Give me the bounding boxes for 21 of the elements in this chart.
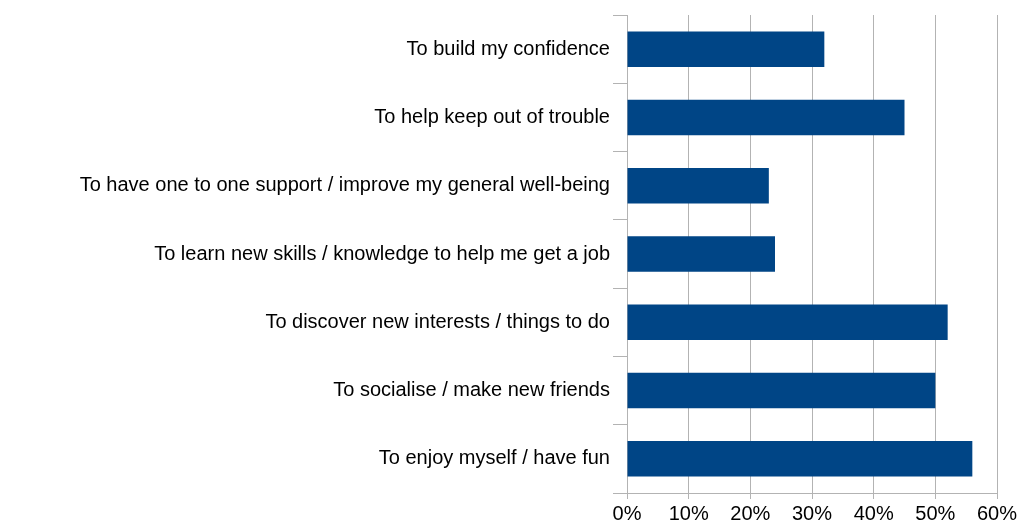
- x-tick-label: 20%: [730, 501, 771, 524]
- bar: [627, 441, 973, 477]
- x-tick-label: 60%: [976, 501, 1018, 524]
- bar: [627, 304, 948, 341]
- y-tick-label: To socialise / make new friends: [333, 378, 610, 401]
- y-tick-label: To discover new interests / things to do: [265, 309, 610, 332]
- bar: [627, 167, 769, 204]
- x-tick-label: 30%: [791, 501, 833, 524]
- x-tick-label: 50%: [915, 501, 956, 524]
- bar: [627, 99, 905, 136]
- y-tick-label: To build my confidence: [406, 36, 610, 59]
- bar: [627, 31, 825, 67]
- y-tick-label: To enjoy myself / have fun: [378, 446, 610, 469]
- x-tick-label: 10%: [668, 501, 709, 524]
- x-tick-label: 40%: [853, 501, 894, 524]
- y-tick-label: To help keep out of trouble: [374, 104, 610, 127]
- bar: [627, 372, 936, 409]
- x-tick-label: 0%: [612, 501, 642, 524]
- y-tick-label: To have one to one support / improve my general well-being: [79, 173, 610, 196]
- y-tick-label: To learn new skills / knowledge to help me get a job: [154, 241, 610, 264]
- bar: [627, 236, 775, 272]
